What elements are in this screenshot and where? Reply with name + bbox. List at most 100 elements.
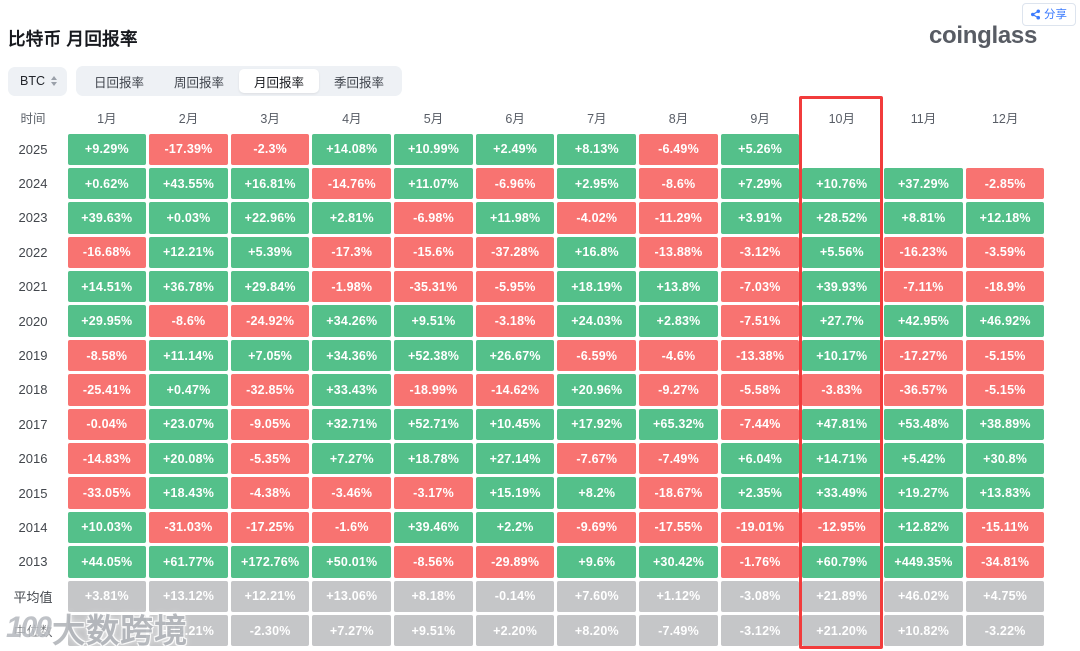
table-row: 2016 -14.83% +20.08% -5.35% +7.27% +18.78% +27… xyxy=(0,442,1046,476)
table-row: 2022 -16.68% +12.21% +5.39% -17.3% -15.6% -37.… xyxy=(0,235,1046,269)
return-cell: +3.81% xyxy=(67,580,147,612)
return-cell: -6.49% xyxy=(639,133,718,165)
return-cell: -4.38% xyxy=(230,477,310,509)
return-cell: +12.21% xyxy=(230,580,310,612)
month-header: 6月 xyxy=(505,111,525,126)
month-header: 10月 xyxy=(828,111,856,126)
return-period-tabs: 日回报率 周回报率 月回报率 季回报率 xyxy=(76,66,403,96)
row-label: 2019 xyxy=(18,348,48,364)
return-cell: -14.76% xyxy=(312,167,392,200)
return-cell: -5.15% xyxy=(965,339,1045,372)
return-cell: +17.92% xyxy=(557,408,637,441)
row-label: 2024 xyxy=(18,176,48,192)
return-cell: +8.81% xyxy=(884,202,963,234)
return-cell: -8.6% xyxy=(639,167,718,200)
table-header-row: 时间 1月 2月 3月 4月 5月 6月 7月 8月 9月 10月 11月 12月 xyxy=(0,102,1046,132)
return-cell: +16.8% xyxy=(557,236,637,269)
return-cell: -6.98% xyxy=(394,202,473,234)
return-cell: -3.59% xyxy=(965,236,1045,269)
table-row: 2020 +29.95% -8.6% -24.92% +34.26% +9.51% -3.1… xyxy=(0,304,1046,338)
table-row: 平均值 +3.81% +13.12% +12.21% +13.06% +8.18% -0.1… xyxy=(0,579,1046,613)
tab-weekly-return[interactable]: 周回报率 xyxy=(174,75,225,90)
return-cell: +2.49% xyxy=(475,133,555,165)
return-cell: -7.44% xyxy=(720,408,800,441)
return-cell: +10.45% xyxy=(475,408,555,441)
row-label: 2025 xyxy=(18,141,48,157)
return-cell: +10.17% xyxy=(802,339,882,372)
table-row: 2017 -0.04% +23.07% -9.05% +32.71% +52.71% +10… xyxy=(0,407,1046,441)
return-cell: -13.88% xyxy=(639,236,718,269)
return-cell: +30.42% xyxy=(639,546,718,578)
return-cell: +52.71% xyxy=(394,408,473,441)
return-cell: +8.13% xyxy=(557,133,637,165)
return-cell: +5.56% xyxy=(802,236,882,269)
return-cell: -9.05% xyxy=(230,408,310,441)
row-label: 平均值 xyxy=(13,589,53,605)
coinglass-logo[interactable]: coinglass xyxy=(928,22,1037,49)
return-cell: -3.18% xyxy=(475,305,555,337)
return-cell: +13.83% xyxy=(965,477,1045,509)
return-cell: +34.26% xyxy=(312,305,392,337)
month-header: 9月 xyxy=(750,111,770,126)
return-cell: -31.03% xyxy=(149,511,228,544)
header: 比特币 月回报率 coinglass xyxy=(0,0,1080,60)
return-cell: +33.49% xyxy=(802,477,882,509)
return-cell: -8.56% xyxy=(394,546,473,578)
return-cell: -3.12% xyxy=(720,236,800,269)
return-cell: +42.95% xyxy=(884,305,963,337)
table-row: 2014 +10.03% -31.03% -17.25% -1.6% +39.46% +2.… xyxy=(0,510,1046,544)
return-cell: +7.29% xyxy=(720,167,800,200)
symbol-select-value: BTC xyxy=(20,74,45,88)
controls-bar: BTC 日回报率 周回报率 月回报率 季回报率 xyxy=(8,66,1080,96)
return-cell: +47.81% xyxy=(802,408,882,441)
return-cell: +22.96% xyxy=(230,202,310,234)
return-cell: -17.39% xyxy=(149,133,228,165)
return-cell: -35.31% xyxy=(394,271,473,303)
row-label: 2020 xyxy=(18,313,48,329)
table-row: 2013 +44.05% +61.77% +172.76% +50.01% -8.56% -… xyxy=(0,545,1046,579)
return-cell: -9.69% xyxy=(557,511,637,544)
return-cell: +11.07% xyxy=(394,167,473,200)
return-cell: +52.38% xyxy=(394,339,473,372)
return-cell: -7.03% xyxy=(720,271,800,303)
return-cell: +2.20% xyxy=(475,614,555,647)
tab-monthly-return[interactable]: 月回报率 xyxy=(239,69,320,93)
return-cell: -37.28% xyxy=(475,236,555,269)
return-cell: +12.21% xyxy=(149,236,228,269)
share-button[interactable]: 分享 xyxy=(1022,3,1076,26)
return-cell: -0.14% xyxy=(475,580,555,612)
return-cell: -17.55% xyxy=(639,511,718,544)
return-cell: +15.19% xyxy=(475,477,555,509)
return-cell: +2.35% xyxy=(720,477,800,509)
return-cell: +36.78% xyxy=(149,271,228,303)
return-cell: +37.29% xyxy=(884,167,963,200)
month-header: 8月 xyxy=(668,111,689,126)
tab-quarterly-return[interactable]: 季回报率 xyxy=(334,75,385,90)
tab-daily-return[interactable]: 日回报率 xyxy=(94,75,145,90)
return-cell: +14.51% xyxy=(67,271,147,303)
return-cell: -16.68% xyxy=(67,236,147,269)
return-cell: +21.89% xyxy=(802,580,882,612)
return-cell: -3.17% xyxy=(394,477,473,509)
return-cell: -2.3% xyxy=(230,133,310,165)
return-cell: -32.85% xyxy=(230,374,310,406)
return-cell: +12.18% xyxy=(965,202,1045,234)
return-cell: +27.7% xyxy=(802,305,882,337)
return-cell: +11.14% xyxy=(149,339,228,372)
sort-chevrons-icon xyxy=(51,76,57,86)
return-cell: +50.01% xyxy=(312,546,392,578)
row-label: 2023 xyxy=(18,210,48,226)
return-cell xyxy=(884,134,963,165)
return-cell: -2.85% xyxy=(965,167,1045,200)
symbol-select[interactable]: BTC xyxy=(8,66,67,96)
return-cell: +26.67% xyxy=(475,339,555,372)
monthly-returns-table: 时间 1月 2月 3月 4月 5月 6月 7月 8月 9月 10月 11月 12月 2025 +9.29% -… xyxy=(0,102,1046,648)
return-cell: -1.76% xyxy=(720,546,800,578)
return-cell: +10.82% xyxy=(884,614,963,647)
return-cell: -3.22% xyxy=(965,614,1045,647)
return-cell: -25.41% xyxy=(67,374,147,406)
table-row: 2025 +9.29% -17.39% -2.3% +14.08% +10.99% +2.4… xyxy=(0,132,1046,166)
return-cell: +39.93% xyxy=(802,271,882,303)
return-cell: -12.95% xyxy=(802,511,882,544)
return-cell: -3.83% xyxy=(802,374,882,406)
